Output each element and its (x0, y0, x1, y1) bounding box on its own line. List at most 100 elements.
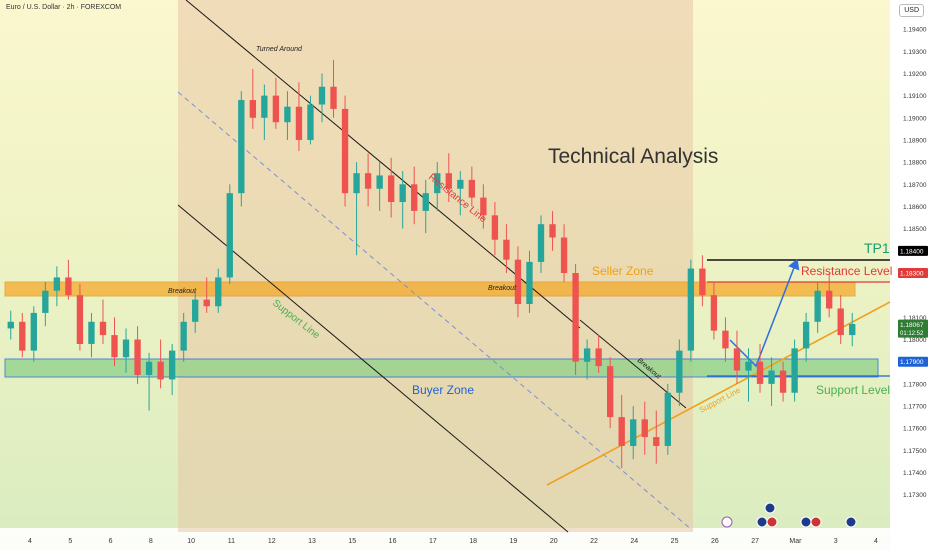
candle-body (779, 370, 787, 393)
us-flag-event-icon[interactable] (766, 516, 778, 528)
us-flag-event-icon[interactable] (810, 516, 822, 528)
candle-body (434, 173, 441, 194)
candle-body (457, 179, 464, 189)
candle-body (192, 299, 199, 322)
candle (203, 277, 210, 313)
candle (514, 246, 522, 318)
candle-body (249, 100, 257, 118)
price-tag-label: 1.17900 (900, 359, 924, 366)
candle (30, 306, 37, 362)
price-tick-label: 1.17800 (903, 381, 927, 388)
price-tag-countdown: 01:12:52 (900, 331, 924, 337)
candle (226, 184, 233, 285)
time-axis[interactable]: 4 5 6 8 10 11 12 13 15 16 17 18 19 20 22 24 25 26 27 Mar 3 4 (28, 538, 878, 545)
candle (491, 202, 499, 256)
candle-body (687, 268, 695, 351)
price-tick-label: 1.18900 (903, 137, 927, 144)
candle-body (284, 106, 291, 123)
time-tick-label: 17 (429, 538, 437, 545)
time-tick-label: 11 (228, 538, 235, 545)
time-tick-label: 5 (68, 538, 72, 545)
time-tick-label: 6 (109, 538, 113, 545)
candle-body (468, 179, 476, 198)
time-axis-panel (0, 528, 932, 550)
candle (676, 339, 683, 407)
candle-body (756, 361, 764, 384)
candle (111, 317, 118, 367)
eu-flag-event-icon[interactable] (800, 516, 812, 528)
breakout-mid-label: Breakout (488, 285, 517, 292)
candle-body (849, 324, 856, 336)
candle (606, 357, 614, 429)
candle (376, 162, 383, 211)
title-text: Technical Analysis (548, 145, 718, 168)
candle (445, 153, 452, 203)
time-tick-label: 27 (751, 538, 759, 545)
candle (779, 361, 787, 402)
price-tick-label: 1.18800 (903, 160, 927, 167)
candle (549, 210, 556, 251)
candle (837, 295, 844, 344)
candle (826, 273, 833, 318)
candle (272, 77, 280, 129)
candle (664, 383, 671, 455)
time-tick-label: 4 (28, 538, 32, 545)
chart-header[interactable]: Euro / U.S. Dollar · 2h · FOREXCOM (6, 4, 122, 11)
eu-flag-event-icon[interactable] (756, 516, 768, 528)
candle (330, 60, 337, 118)
price-tags-layer: 1.18400 1.18300 1.18067 01:12:52 1.17900 (898, 245, 928, 367)
candle-body (411, 184, 418, 211)
candle-body (364, 173, 372, 189)
time-tick-label: 26 (711, 538, 719, 545)
candle-body (65, 277, 72, 296)
candle (791, 339, 798, 402)
candle (849, 312, 856, 347)
candle-body (7, 321, 14, 329)
events-layer (721, 502, 857, 528)
candle (480, 184, 487, 229)
currency-button[interactable]: USD (899, 4, 924, 17)
candle-body (99, 321, 107, 336)
highlight-region (178, 0, 693, 532)
candle-body (549, 224, 556, 238)
candle-body (641, 419, 648, 438)
seller-zone-rect (4, 281, 856, 297)
lightning-event-icon[interactable] (721, 516, 733, 528)
candle-body (30, 312, 37, 351)
candle (768, 357, 775, 407)
time-tick-label: 22 (590, 538, 598, 545)
candle-body (42, 290, 49, 313)
candle-body (802, 321, 810, 349)
candle-body (168, 350, 176, 380)
candle (122, 328, 130, 373)
candle-body (307, 104, 314, 140)
price-tag-box (898, 268, 928, 278)
candle-body (837, 308, 844, 336)
time-tick-label: Mar (789, 538, 802, 545)
candle (238, 91, 245, 207)
candle (583, 339, 591, 380)
candle-body (745, 361, 752, 371)
time-tick-label: 18 (469, 538, 477, 545)
candle-body (111, 335, 118, 358)
price-tick-label: 1.17300 (903, 492, 927, 499)
us-flag-event-icon[interactable] (764, 502, 776, 514)
candle-body (399, 184, 406, 203)
candle (180, 312, 187, 362)
eu-flag-event-icon[interactable] (845, 516, 857, 528)
candle-body (203, 299, 210, 307)
candle-body (733, 348, 741, 371)
time-tick-label: 3 (834, 538, 838, 545)
candle (618, 394, 625, 469)
support-level-label: Support Level (816, 383, 890, 397)
candle-body (630, 419, 637, 446)
candle (7, 310, 14, 340)
candle-body (330, 86, 337, 109)
time-tick-label: 8 (149, 538, 153, 545)
candle (560, 224, 568, 282)
price-tick-label: 1.19200 (903, 71, 927, 78)
candle (19, 312, 26, 358)
price-tag-box (898, 319, 928, 338)
price-tick-label: 1.17600 (903, 426, 927, 433)
